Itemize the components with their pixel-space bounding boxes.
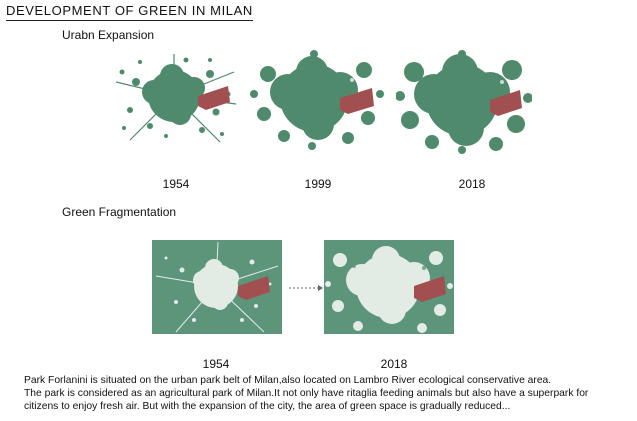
fragmentation-map-1954 xyxy=(152,240,282,334)
urban-expansion-heading: Urabn Expansion xyxy=(62,28,155,42)
urban-map-2018 xyxy=(396,50,532,154)
fragmentation-year-label-2018: 2018 xyxy=(380,357,408,371)
urban-map-1954 xyxy=(110,52,240,144)
urban-year-label-1954: 1954 xyxy=(162,177,190,191)
caption-line-1: Park Forlanini is situated on the urban … xyxy=(24,375,552,386)
caption: Park Forlanini is situated on the urban … xyxy=(24,374,624,413)
fragmentation-map-1954-figure xyxy=(152,240,282,334)
green-fragmentation-heading: Green Fragmentation xyxy=(62,205,177,219)
caption-line-3: citizens to enjoy fresh air. But with th… xyxy=(24,401,511,412)
urban-map-2018-figure xyxy=(396,50,532,154)
urban-map-1954-figure xyxy=(115,54,237,143)
caption-line-2: The park is considered as an agricultura… xyxy=(24,388,589,399)
page-title: DEVELOPMENT OF GREEN IN MILAN xyxy=(6,3,253,21)
urban-year-label-2018: 2018 xyxy=(458,177,486,191)
urban-year-label-1999: 1999 xyxy=(304,177,332,191)
fragmentation-map-2018-figure xyxy=(324,240,454,334)
urban-map-1999 xyxy=(248,50,386,150)
transition-arrow-icon xyxy=(289,285,323,291)
fragmentation-map-2018 xyxy=(324,240,454,334)
fragmentation-year-label-1954: 1954 xyxy=(202,357,230,371)
urban-map-1999-figure xyxy=(250,50,384,150)
